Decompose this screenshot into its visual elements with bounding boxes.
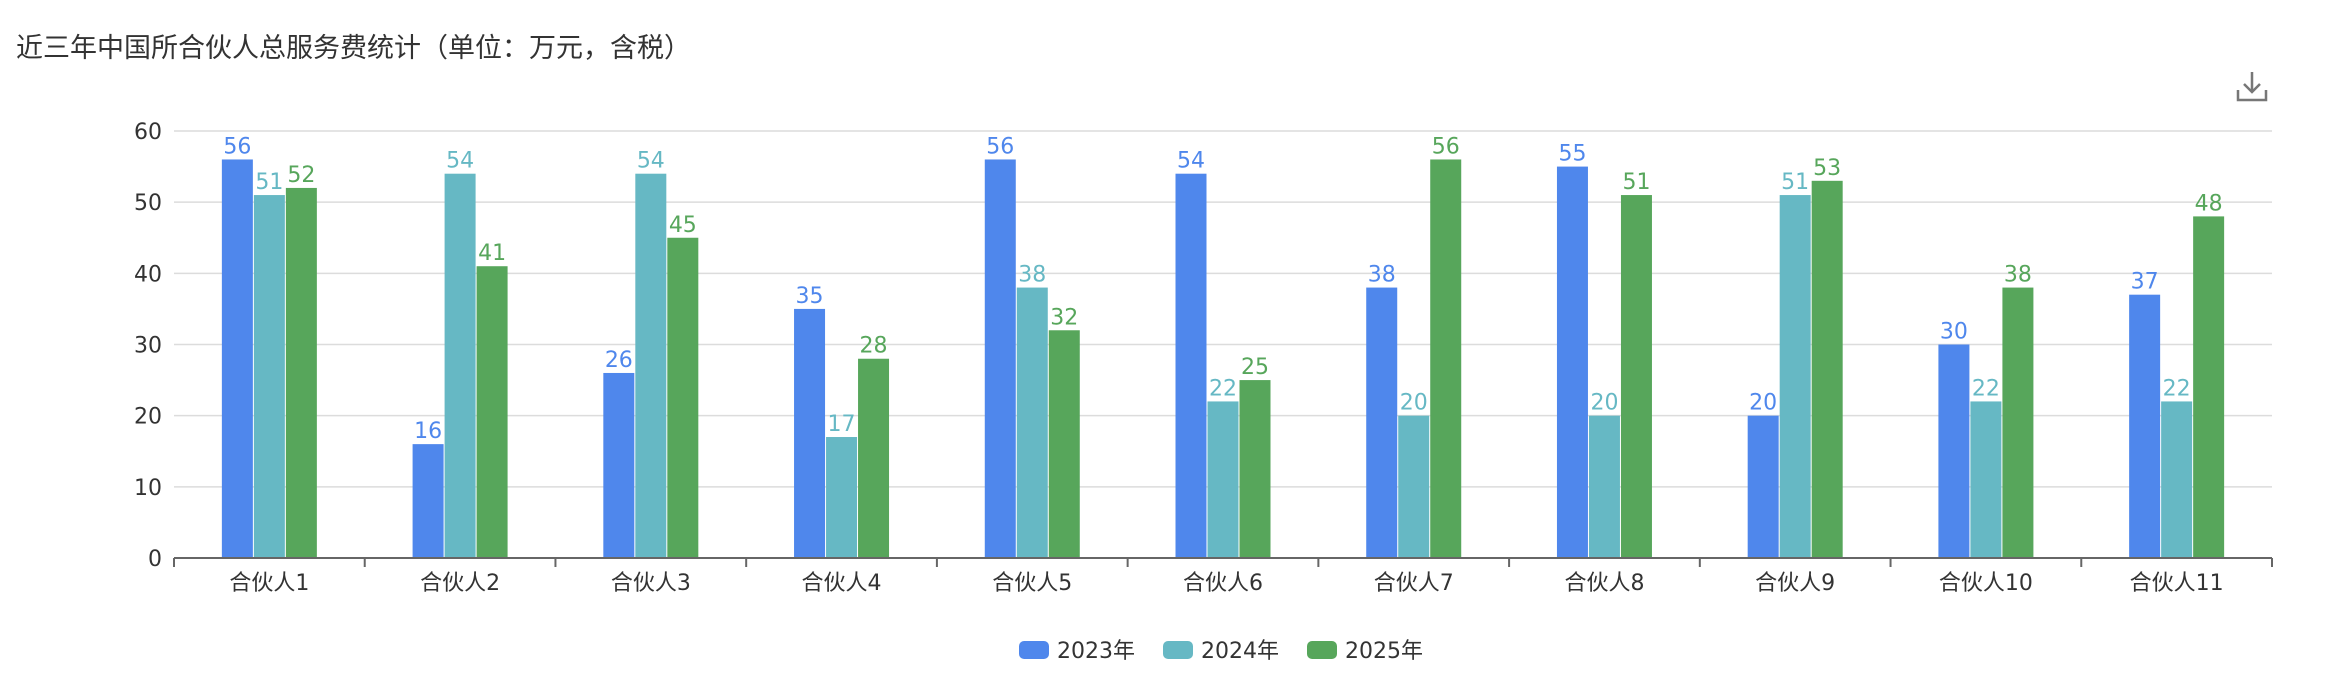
data-label: 32 — [1050, 305, 1078, 330]
data-label: 51 — [255, 170, 283, 195]
bar[interactable] — [476, 266, 508, 558]
data-label: 56 — [986, 134, 1014, 159]
bar[interactable] — [858, 358, 890, 558]
chart-title: 近三年中国所合伙人总服务费统计（单位：万元，含税） — [16, 33, 691, 64]
y-tick-label: 0 — [148, 547, 162, 572]
bar[interactable] — [1048, 330, 1080, 558]
legend-label[interactable]: 2023年 — [1057, 639, 1135, 664]
x-tick-label: 合伙人8 — [1564, 571, 1644, 596]
legend-swatch[interactable] — [1163, 641, 1193, 659]
data-label: 56 — [1432, 134, 1460, 159]
bar[interactable] — [794, 308, 826, 558]
bars — [221, 159, 2225, 559]
legend-swatch[interactable] — [1307, 641, 1337, 659]
data-label: 45 — [669, 213, 697, 238]
y-tick-label: 40 — [134, 262, 162, 287]
x-tick-label: 合伙人3 — [611, 571, 691, 596]
data-label: 22 — [1209, 376, 1237, 401]
bar[interactable] — [1239, 380, 1271, 558]
bar[interactable] — [1811, 180, 1843, 559]
data-label: 35 — [796, 284, 824, 309]
x-tick-label: 合伙人7 — [1374, 571, 1454, 596]
x-tick-label: 合伙人9 — [1755, 571, 1835, 596]
bar[interactable] — [1366, 287, 1398, 558]
bar[interactable] — [826, 437, 858, 558]
data-label: 38 — [1018, 263, 1046, 288]
y-tick-label: 10 — [134, 476, 162, 501]
data-label: 41 — [478, 241, 506, 266]
bar[interactable] — [253, 195, 285, 559]
data-label: 52 — [287, 163, 315, 188]
bar[interactable] — [2129, 294, 2161, 558]
x-tick-label: 合伙人4 — [802, 571, 882, 596]
x-tick-label: 合伙人5 — [992, 571, 1072, 596]
data-label: 55 — [1558, 142, 1586, 167]
bar[interactable] — [1430, 159, 1462, 558]
x-tick-label: 合伙人11 — [2130, 571, 2224, 596]
data-label: 20 — [1590, 391, 1618, 416]
data-label: 38 — [1368, 263, 1396, 288]
axes: 0 10 20 30 40 50 60 合伙人1 合伙人2 合伙人3 合伙人4 合伙人5 合伙人6 合伙人… — [134, 120, 2273, 596]
bar[interactable] — [984, 159, 1016, 558]
data-label: 37 — [2131, 270, 2159, 295]
bar[interactable] — [285, 187, 317, 558]
data-label: 48 — [2195, 191, 2223, 216]
bar[interactable] — [221, 159, 253, 558]
bar[interactable] — [2002, 287, 2034, 558]
bar[interactable] — [412, 444, 444, 558]
bar[interactable] — [1398, 415, 1430, 558]
bar[interactable] — [444, 173, 476, 558]
data-label: 51 — [1622, 170, 1650, 195]
data-label: 26 — [605, 348, 633, 373]
legend-label[interactable]: 2024年 — [1201, 639, 1279, 664]
x-tick-label: 合伙人2 — [420, 571, 500, 596]
data-label: 54 — [446, 149, 474, 174]
bar[interactable] — [1779, 195, 1811, 559]
x-tick-label: 合伙人1 — [229, 571, 309, 596]
bar[interactable] — [1970, 401, 2002, 558]
data-label: 17 — [828, 412, 856, 437]
download-icon[interactable] — [2232, 66, 2272, 106]
bar[interactable] — [1016, 287, 1048, 558]
data-label: 22 — [2163, 376, 2191, 401]
bar[interactable] — [1938, 344, 1970, 559]
bar[interactable] — [1620, 195, 1652, 559]
y-tick-label: 60 — [134, 120, 162, 145]
x-tick-label: 合伙人6 — [1183, 571, 1263, 596]
data-label: 16 — [414, 419, 442, 444]
bar[interactable] — [667, 237, 699, 558]
data-label: 22 — [1972, 376, 2000, 401]
data-label: 53 — [1813, 156, 1841, 181]
data-label: 20 — [1400, 391, 1428, 416]
data-label: 25 — [1241, 355, 1269, 380]
data-label: 20 — [1749, 391, 1777, 416]
bar[interactable] — [1747, 415, 1779, 558]
bar[interactable] — [2193, 216, 2225, 558]
y-tick-label: 20 — [134, 405, 162, 430]
bar[interactable] — [635, 173, 667, 558]
legend: 2023年 2024年 2025年 — [1019, 639, 1423, 664]
bar[interactable] — [2161, 401, 2193, 558]
data-label: 56 — [223, 134, 251, 159]
y-tick-label: 30 — [134, 334, 162, 359]
data-label: 51 — [1781, 170, 1809, 195]
legend-label[interactable]: 2025年 — [1345, 639, 1423, 664]
bar[interactable] — [1175, 173, 1207, 558]
data-label: 38 — [2004, 263, 2032, 288]
data-label: 30 — [1940, 320, 1968, 345]
bar[interactable] — [1588, 415, 1620, 558]
y-tick-label: 50 — [134, 191, 162, 216]
bar[interactable] — [1556, 166, 1588, 559]
x-tick-label: 合伙人10 — [1939, 571, 2033, 596]
data-label: 28 — [860, 334, 888, 359]
data-label: 54 — [637, 149, 665, 174]
bar[interactable] — [603, 372, 635, 558]
data-label: 54 — [1177, 149, 1205, 174]
legend-swatch[interactable] — [1019, 641, 1049, 659]
bar[interactable] — [1207, 401, 1239, 558]
